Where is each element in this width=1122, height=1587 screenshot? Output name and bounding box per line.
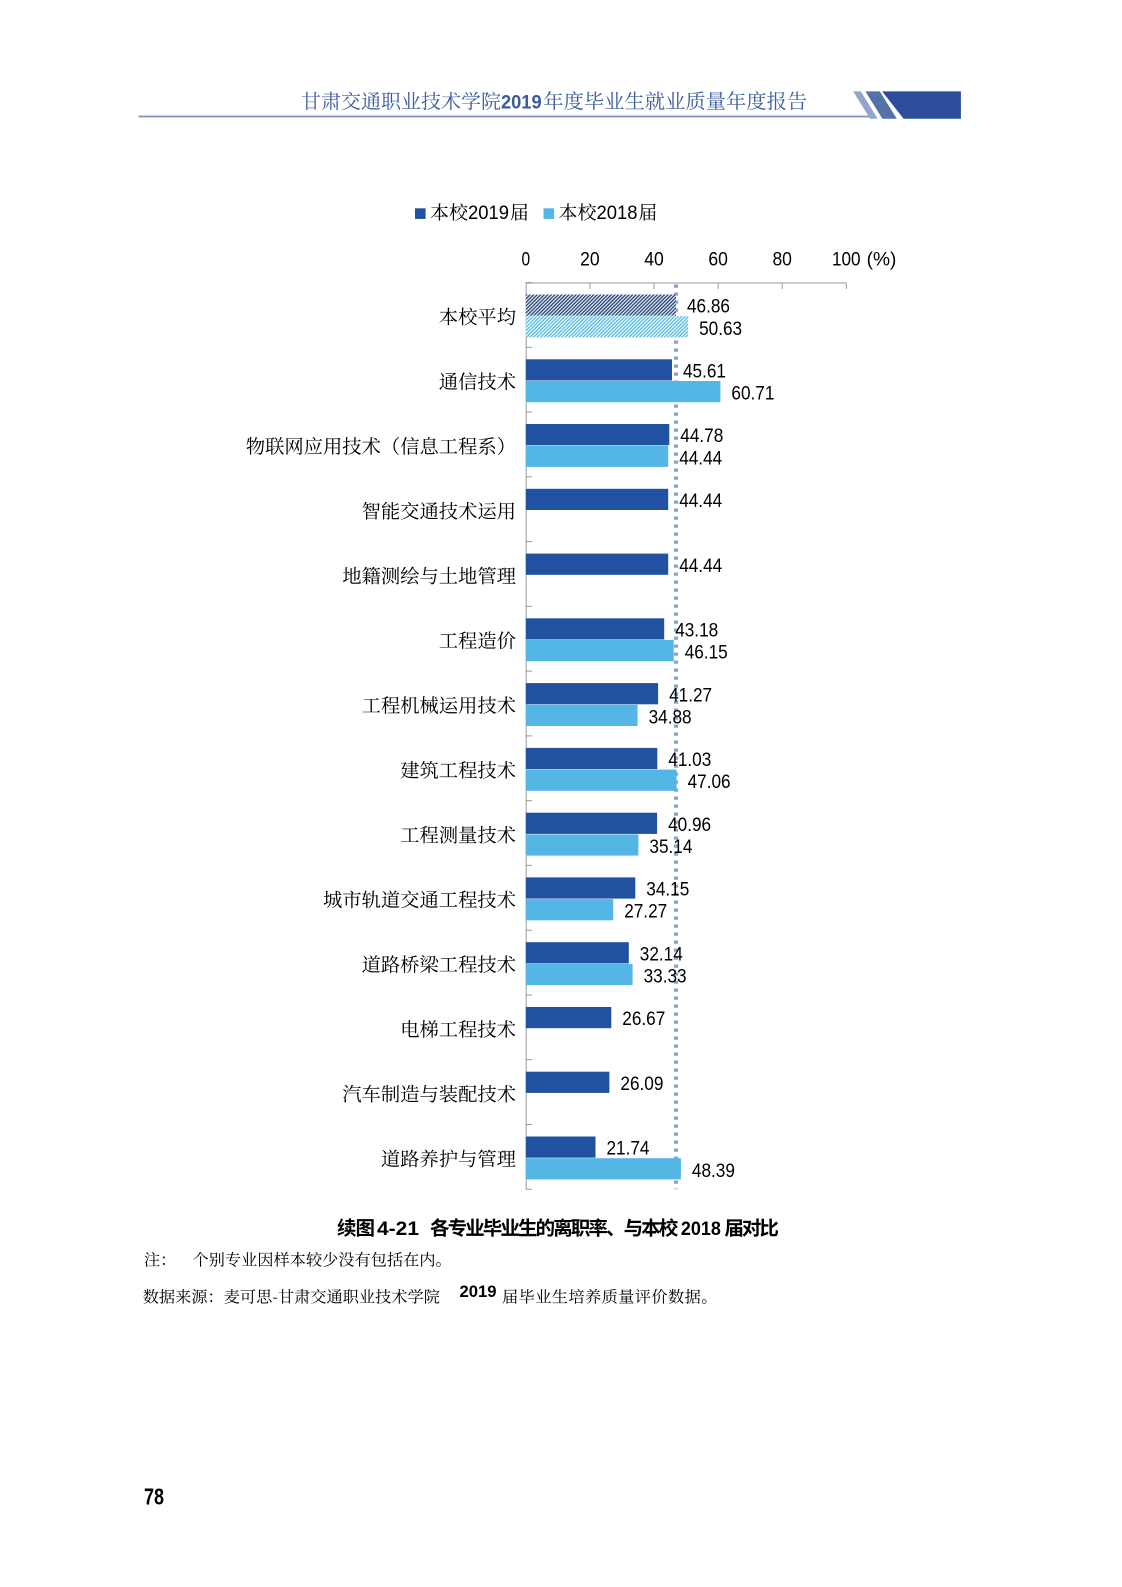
svg-text:44.44: 44.44 <box>679 491 722 512</box>
svg-text:41.27: 41.27 <box>669 685 712 706</box>
svg-text:0: 0 <box>522 250 531 271</box>
svg-text:2019: 2019 <box>468 203 509 224</box>
svg-text:40.96: 40.96 <box>668 815 711 836</box>
svg-text:44.44: 44.44 <box>679 556 722 577</box>
svg-text:100: 100 <box>832 250 861 271</box>
svg-text:40: 40 <box>644 250 664 271</box>
svg-text:48.39: 48.39 <box>692 1161 735 1182</box>
svg-text:20: 20 <box>580 250 600 271</box>
svg-text:41.03: 41.03 <box>668 750 711 771</box>
svg-text:43.18: 43.18 <box>675 621 718 642</box>
svg-text:32.14: 32.14 <box>640 944 683 965</box>
svg-text:34.88: 34.88 <box>649 707 692 728</box>
svg-text:2019: 2019 <box>501 93 542 114</box>
svg-text:44.78: 44.78 <box>680 426 723 447</box>
svg-text:26.67: 26.67 <box>622 1009 665 1030</box>
svg-text:50.63: 50.63 <box>699 319 742 340</box>
svg-text:27.27: 27.27 <box>624 902 667 923</box>
svg-text:4-21: 4-21 <box>377 1219 419 1240</box>
svg-text:(%): (%) <box>867 250 897 271</box>
svg-text:2018: 2018 <box>597 203 638 224</box>
svg-text:46.15: 46.15 <box>685 643 728 664</box>
svg-text:2019: 2019 <box>460 1283 497 1301</box>
svg-text:60.71: 60.71 <box>731 384 774 405</box>
svg-text:21.74: 21.74 <box>607 1139 650 1160</box>
svg-text:35.14: 35.14 <box>649 837 692 858</box>
svg-text:47.06: 47.06 <box>688 772 731 793</box>
svg-text:26.09: 26.09 <box>620 1074 663 1095</box>
svg-text:34.15: 34.15 <box>646 880 689 901</box>
svg-text:80: 80 <box>772 250 792 271</box>
svg-text:60: 60 <box>708 250 728 271</box>
svg-text:44.44: 44.44 <box>679 448 722 469</box>
svg-text:46.86: 46.86 <box>687 297 730 318</box>
svg-text:45.61: 45.61 <box>683 362 726 383</box>
svg-text:2018: 2018 <box>681 1219 721 1240</box>
svg-text:78: 78 <box>144 1483 164 1509</box>
svg-text:33.33: 33.33 <box>644 967 687 988</box>
